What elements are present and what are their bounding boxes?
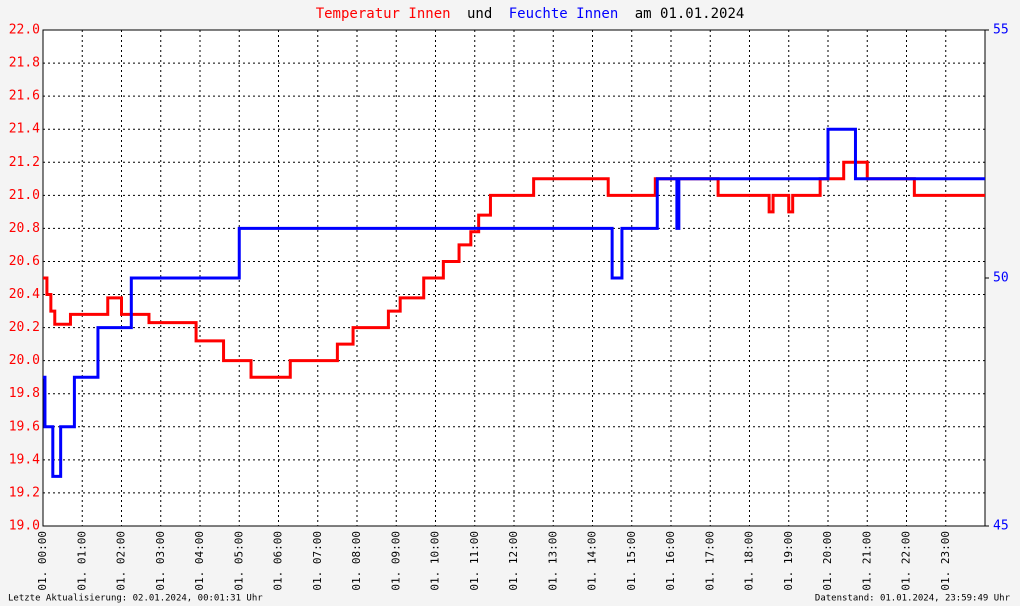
x-tick-label: 01. 10:00 <box>429 531 442 591</box>
x-tick-label: 01. 04:00 <box>193 531 206 591</box>
x-tick-label: 01. 17:00 <box>703 531 716 591</box>
x-tick-label: 01. 06:00 <box>272 531 285 591</box>
x-tick-label: 01. 22:00 <box>900 531 913 591</box>
x-tick-label: 01. 01:00 <box>75 531 88 591</box>
x-tick-label: 01. 18:00 <box>743 531 756 591</box>
y-tick-label: 21.0 <box>9 188 40 203</box>
x-tick-label: 01. 03:00 <box>154 531 167 591</box>
series-line <box>43 127 985 478</box>
y-tick-label: 21.4 <box>9 122 40 137</box>
x-tick-label: 01. 23:00 <box>939 531 952 591</box>
x-tick-label: 01. 05:00 <box>232 531 245 591</box>
y2-tick-label: 55 <box>993 23 1009 38</box>
title-part: am 01.01.2024 <box>635 6 745 22</box>
y-tick-label: 21.8 <box>9 56 40 71</box>
footer-left: Letzte Aktualisierung: 02.01.2024, 00:01… <box>8 594 263 604</box>
x-tick-label: 01. 08:00 <box>350 531 363 591</box>
x-tick-label: 01. 07:00 <box>311 531 324 591</box>
y-tick-label: 19.0 <box>9 519 40 534</box>
x-tick-label: 01. 19:00 <box>782 531 795 591</box>
x-tick-label: 01. 13:00 <box>546 531 559 591</box>
title-part: und <box>467 6 492 22</box>
title-part: Feuchte Innen <box>509 6 619 22</box>
y-tick-label: 21.2 <box>9 155 40 170</box>
x-tick-label: 01. 14:00 <box>586 531 599 591</box>
x-tick-label: 01. 09:00 <box>389 531 402 591</box>
y-tick-label: 19.6 <box>9 419 40 434</box>
series-line <box>43 160 985 379</box>
x-tick-label: 01. 12:00 <box>507 531 520 591</box>
x-tick-label: 01. 15:00 <box>625 531 638 591</box>
x-tick-label: 01. 00:00 <box>36 531 49 591</box>
chart-title: Temperatur Innen und Feuchte Innen am 01… <box>316 6 745 22</box>
y-tick-label: 20.8 <box>9 221 40 236</box>
x-tick-label: 01. 11:00 <box>468 531 481 591</box>
y2-tick-label: 45 <box>993 519 1009 534</box>
footer-right: Datenstand: 01.01.2024, 23:59:49 Uhr <box>815 594 1011 604</box>
y-tick-label: 19.8 <box>9 386 40 401</box>
y-tick-label: 20.0 <box>9 353 40 368</box>
y-tick-label: 22.0 <box>9 23 40 38</box>
y-tick-label: 20.6 <box>9 254 40 269</box>
y-tick-label: 20.2 <box>9 320 40 335</box>
y-tick-label: 19.4 <box>9 452 40 467</box>
title-part: Temperatur Innen <box>316 6 451 22</box>
y-tick-label: 20.4 <box>9 287 40 302</box>
x-tick-label: 01. 21:00 <box>860 531 873 591</box>
x-tick-label: 01. 20:00 <box>821 531 834 591</box>
y2-tick-label: 50 <box>993 271 1009 286</box>
x-tick-label: 01. 16:00 <box>664 531 677 591</box>
y-tick-label: 21.6 <box>9 89 40 104</box>
x-tick-label: 01. 02:00 <box>115 531 128 591</box>
y-tick-label: 19.2 <box>9 485 40 500</box>
